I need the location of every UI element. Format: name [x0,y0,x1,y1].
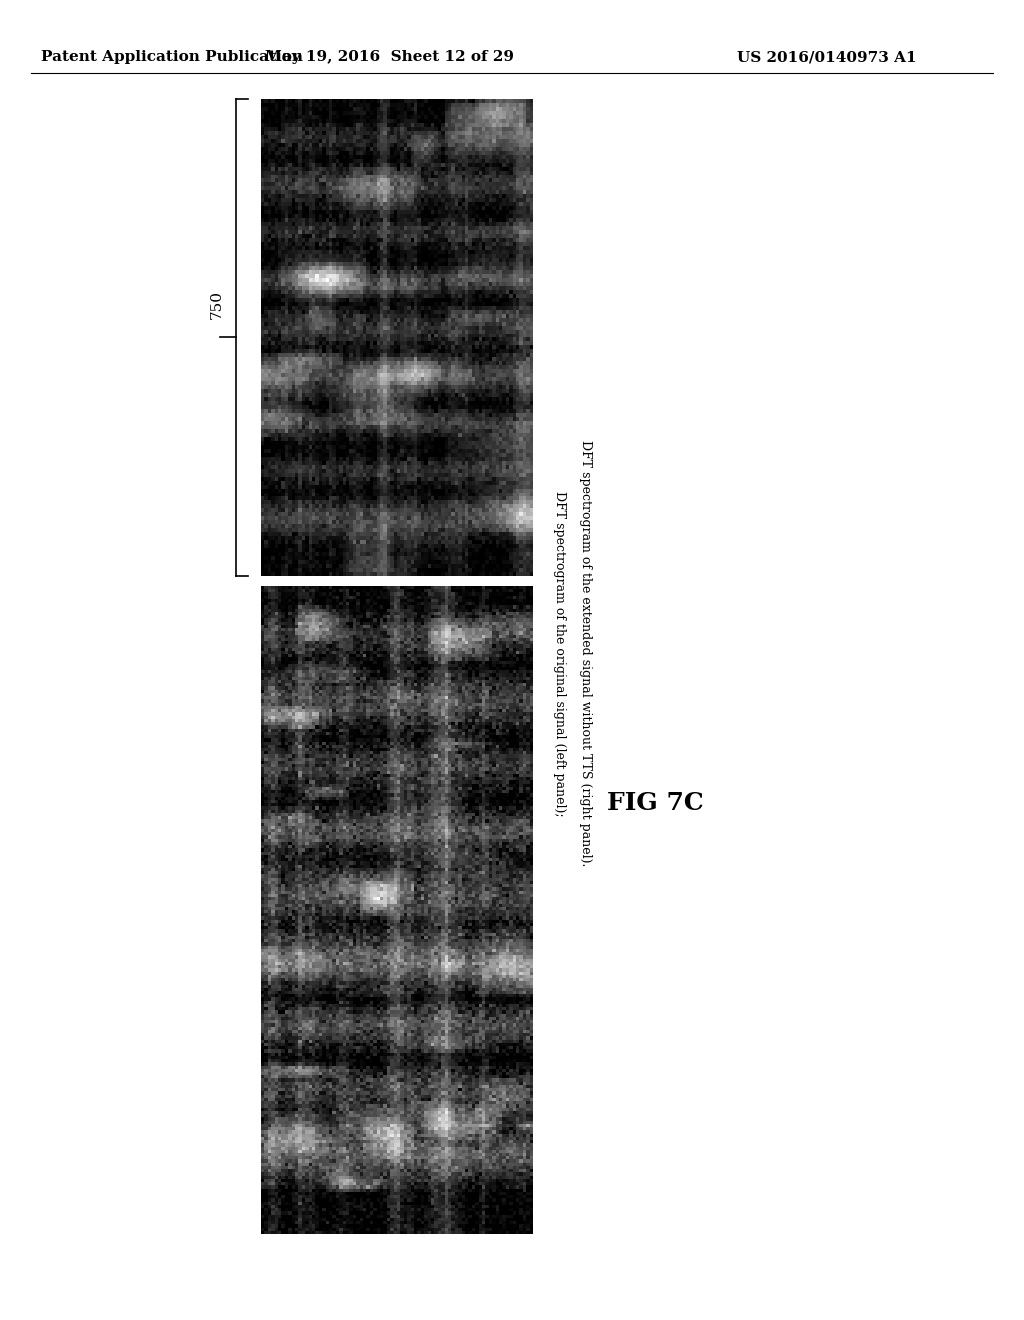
Text: DFT spectrogram of the extended signal without TTS (right panel).: DFT spectrogram of the extended signal w… [579,440,592,867]
Text: US 2016/0140973 A1: US 2016/0140973 A1 [737,50,916,65]
Text: FIG 7C: FIG 7C [607,791,703,814]
Text: Patent Application Publication: Patent Application Publication [41,50,303,65]
Text: May 19, 2016  Sheet 12 of 29: May 19, 2016 Sheet 12 of 29 [264,50,514,65]
Text: DFT spectrogram of the original signal (left panel);: DFT spectrogram of the original signal (… [553,491,566,816]
Text: 750: 750 [210,290,224,319]
